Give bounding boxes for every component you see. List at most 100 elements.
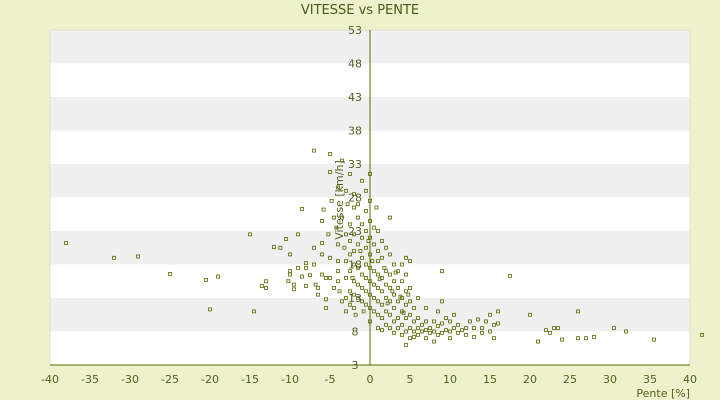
data-point <box>308 273 312 278</box>
data-point <box>348 289 352 294</box>
data-point <box>440 269 444 274</box>
data-point <box>400 322 404 327</box>
data-point <box>376 249 380 254</box>
data-point <box>488 329 492 334</box>
data-point <box>388 286 392 290</box>
data-point <box>416 316 420 321</box>
data-point <box>440 299 444 304</box>
data-point <box>288 252 292 257</box>
data-point <box>376 286 380 290</box>
data-point <box>352 249 356 254</box>
data-point <box>392 292 396 297</box>
data-point <box>624 329 628 334</box>
x-tick-label: -20 <box>201 373 219 386</box>
data-point <box>576 309 580 314</box>
x-tick-label: -30 <box>121 373 139 386</box>
data-point <box>208 307 212 312</box>
data-point <box>652 337 656 342</box>
data-point <box>368 306 372 310</box>
data-point <box>320 241 324 245</box>
data-point <box>544 328 548 333</box>
data-point <box>424 336 428 341</box>
data-point <box>396 316 400 321</box>
data-point <box>356 202 360 207</box>
data-point <box>432 319 436 324</box>
data-point <box>292 282 296 287</box>
x-tick-label: 35 <box>643 373 657 386</box>
data-point <box>392 306 396 310</box>
data-point <box>360 299 364 304</box>
data-point <box>336 242 340 247</box>
data-point <box>384 322 388 327</box>
data-point <box>352 306 356 310</box>
data-point <box>364 275 368 280</box>
data-point <box>328 152 332 156</box>
data-point <box>392 262 396 267</box>
data-point <box>360 235 364 240</box>
x-tick-label: -35 <box>81 373 99 386</box>
data-point <box>496 309 500 314</box>
data-point <box>448 336 452 341</box>
data-point <box>316 292 320 297</box>
data-point <box>700 332 704 337</box>
data-point <box>64 241 68 245</box>
data-point <box>472 326 476 331</box>
data-point <box>296 265 300 270</box>
y-tick-label: 48 <box>348 58 362 71</box>
data-point <box>344 309 348 314</box>
y-tick-label: 33 <box>348 158 362 171</box>
data-point <box>384 309 388 314</box>
data-point <box>460 328 464 333</box>
data-point <box>288 272 292 277</box>
data-point <box>400 296 404 300</box>
data-point <box>408 259 412 264</box>
data-point <box>260 284 264 288</box>
data-point <box>480 326 484 331</box>
data-point <box>432 329 436 334</box>
x-tick-label: -5 <box>325 373 336 386</box>
data-point <box>248 232 252 237</box>
data-point <box>304 261 308 266</box>
data-point <box>444 316 448 321</box>
data-point <box>336 259 340 264</box>
data-point <box>204 278 208 282</box>
data-point <box>364 289 368 294</box>
data-point <box>376 229 380 233</box>
data-point <box>264 279 268 284</box>
data-point <box>348 172 352 176</box>
y-tick-label: 38 <box>348 125 362 138</box>
data-point <box>488 312 492 317</box>
data-point <box>448 319 452 324</box>
data-point <box>576 336 580 341</box>
x-tick-label: -15 <box>241 373 259 386</box>
x-tick-label: 20 <box>523 373 537 386</box>
data-point <box>352 279 356 284</box>
data-point <box>368 219 372 223</box>
data-point <box>440 321 444 326</box>
data-point <box>400 279 404 284</box>
data-point <box>400 262 404 267</box>
x-tick-label: 15 <box>483 373 497 386</box>
data-point <box>404 272 408 277</box>
data-point <box>360 178 364 183</box>
data-point <box>388 215 392 220</box>
data-point <box>340 158 344 163</box>
data-point <box>364 302 368 307</box>
data-point <box>432 339 436 344</box>
data-point <box>356 282 360 287</box>
data-point <box>364 262 368 267</box>
data-point <box>416 332 420 337</box>
data-point <box>404 302 408 307</box>
data-point <box>420 322 424 327</box>
data-point <box>416 326 420 331</box>
data-point <box>380 328 384 333</box>
data-point <box>368 279 372 284</box>
data-point <box>412 306 416 310</box>
data-point <box>384 269 388 274</box>
data-points <box>64 148 704 347</box>
data-point <box>404 329 408 334</box>
data-point <box>278 245 283 250</box>
data-point <box>356 265 360 270</box>
data-point <box>412 329 416 334</box>
data-point <box>396 299 400 304</box>
